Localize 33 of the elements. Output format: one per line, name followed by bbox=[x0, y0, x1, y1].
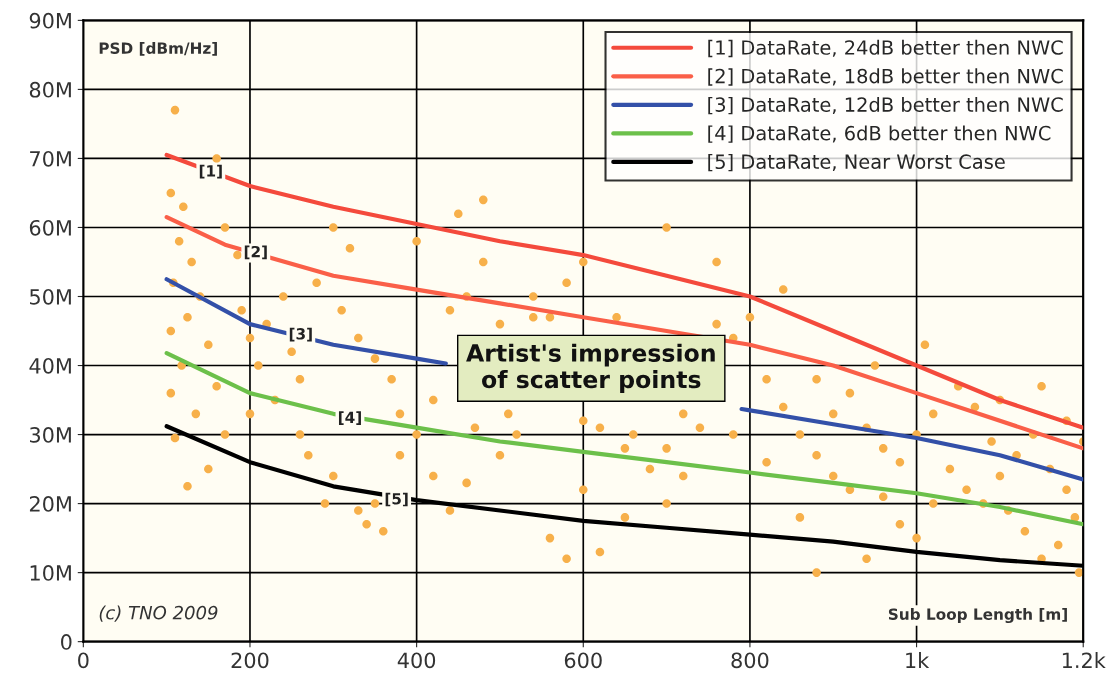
annotation: Artist's impression of scatter points bbox=[466, 343, 715, 393]
annotation: [3] bbox=[289, 327, 312, 342]
x-tick-label: 1.2k bbox=[1062, 652, 1106, 668]
annotation: [2] bbox=[244, 245, 267, 260]
x-tick-label: 800 bbox=[731, 652, 769, 669]
x-tick-label: 600 bbox=[564, 652, 602, 669]
x-tick-label: 200 bbox=[231, 652, 269, 669]
y-tick-label: 20M bbox=[29, 496, 71, 512]
y-tick-label: 60M bbox=[29, 219, 71, 236]
legend-label: [2] DataRate, 18dB better then NWC bbox=[708, 68, 1063, 86]
y-tick-label: 80M bbox=[29, 81, 71, 98]
y-tick-label: 50M bbox=[30, 288, 71, 305]
line-series bbox=[164, 215, 1084, 451]
legend-label: [3] DataRate, 12dB better then NWC bbox=[708, 96, 1063, 115]
y-tick-label: 10M bbox=[30, 565, 71, 581]
legend-label: [1] DataRate, 24dB better then NWC bbox=[708, 39, 1063, 58]
line-series bbox=[164, 152, 1084, 430]
y-tick-label: 90M bbox=[29, 12, 71, 29]
y-tick-label: 70M bbox=[30, 150, 71, 167]
annotation: [1] bbox=[199, 164, 222, 179]
y-tick-label: 0 bbox=[61, 634, 72, 650]
x-tick-label: 1k bbox=[906, 652, 930, 668]
x-tick-label: 0 bbox=[78, 652, 89, 669]
annotation: [4] bbox=[338, 411, 361, 425]
annotation: (c) TNO 2009 bbox=[99, 605, 218, 622]
y-tick-label: 30M bbox=[30, 427, 71, 443]
y-axis-title: PSD [dBm/Hz] bbox=[99, 42, 217, 56]
x-tick-label: 400 bbox=[397, 652, 436, 669]
annotation: [5] bbox=[385, 492, 408, 507]
legend-label: [4] DataRate, 6dB better then NWC bbox=[708, 125, 1051, 143]
legend-label: [5] DataRate, Near Worst Case bbox=[708, 153, 1005, 172]
y-tick-label: 40M bbox=[29, 357, 71, 374]
x-axis-title: Sub Loop Length [m] bbox=[888, 608, 1067, 624]
